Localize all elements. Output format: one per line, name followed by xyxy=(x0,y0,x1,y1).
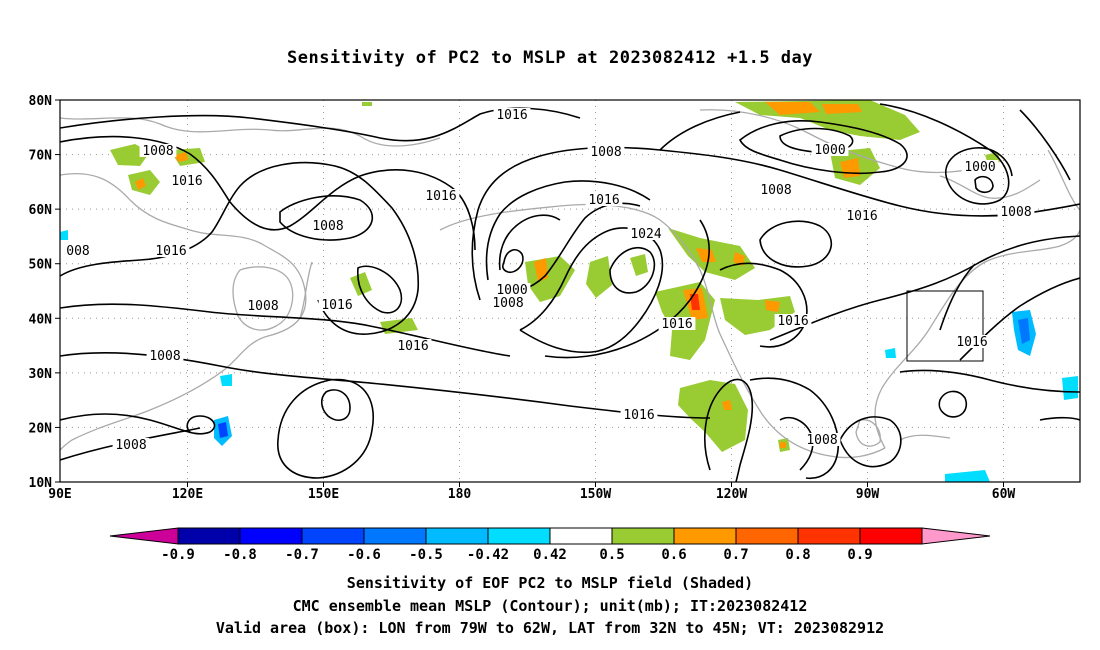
contour-label: 1008 xyxy=(247,299,278,314)
contour-label: 1016 xyxy=(397,339,428,354)
positive-sensitivity-shading xyxy=(110,100,1000,452)
lat-label: 30N xyxy=(29,367,53,382)
contour-label: 1016 xyxy=(777,314,808,329)
colorbar xyxy=(109,527,991,545)
latitude-labels: 80N 70N 60N 50N 40N 30N 20N 10N xyxy=(29,94,60,491)
longitude-labels: 90E 120E 150E 180 150W 120W 90W 60W xyxy=(48,482,1015,502)
caption-line-3: Valid area (box): LON from 79W to 62W, L… xyxy=(215,619,885,637)
lat-label: 10N xyxy=(29,476,53,491)
colorbar-box xyxy=(177,527,241,545)
contour-label: 1008 xyxy=(1000,205,1031,220)
lat-label: 70N xyxy=(29,149,53,164)
colorbar-label: 0.42 xyxy=(533,547,567,563)
contour-label: 1008 xyxy=(760,183,791,198)
colorbar-label: 0.5 xyxy=(599,547,624,563)
contour-label: 1016 xyxy=(623,408,654,423)
lat-label: 20N xyxy=(29,421,53,436)
negative-sensitivity-shading xyxy=(60,230,1078,482)
colorbar-label: 0.9 xyxy=(847,547,872,563)
lat-label: 60N xyxy=(29,203,53,218)
contour-label: 1016 xyxy=(321,298,352,313)
colorbar-label: -0.5 xyxy=(409,547,443,563)
lat-label: 40N xyxy=(29,312,53,327)
contour-label: 1016 xyxy=(496,108,527,123)
contour-label: 1016 xyxy=(661,317,692,332)
plot-caption: Sensitivity of EOF PC2 to MSLP field (Sh… xyxy=(0,572,1100,640)
caption-line-1: Sensitivity of EOF PC2 to MSLP field (Sh… xyxy=(346,574,754,592)
contour-label: 1008 xyxy=(149,349,180,364)
colorbar-label: -0.42 xyxy=(467,547,509,563)
contour-label: 1016 xyxy=(588,193,619,208)
colorbar-box xyxy=(549,527,613,545)
contour-label: 008 xyxy=(66,244,89,259)
contour-label: 1016 xyxy=(171,174,202,189)
contour-label: 1008 xyxy=(142,144,173,159)
colorbar-box xyxy=(487,527,551,545)
colorbar-label: -0.7 xyxy=(285,547,319,563)
contour-label: 1016 xyxy=(846,209,877,224)
contour-label: 1008 xyxy=(590,145,621,160)
lon-label: 60W xyxy=(992,487,1016,502)
lon-label: 120W xyxy=(716,487,747,502)
colorbar-box xyxy=(797,527,861,545)
colorbar-box xyxy=(363,527,427,545)
colorbar-label: -0.9 xyxy=(161,547,195,563)
colorbar-box xyxy=(735,527,799,545)
colorbar-label: -0.8 xyxy=(223,547,257,563)
lat-label: 80N xyxy=(29,94,53,109)
colorbar-labels: -0.9 -0.8 -0.7 -0.6 -0.5 -0.42 0.42 0.5 0.6 0.7 0.… xyxy=(161,547,873,563)
colorbar-high-arrow xyxy=(921,527,991,545)
coastlines xyxy=(60,109,1080,459)
contour-label: 1000 xyxy=(496,283,527,298)
contour-label: 1008 xyxy=(115,438,146,453)
colorbar-label: 0.7 xyxy=(723,547,748,563)
contour-label: 1016 xyxy=(425,189,456,204)
contour-label: 1008 xyxy=(492,296,523,311)
colorbar-box xyxy=(673,527,737,545)
contour-label: 1008 xyxy=(806,433,837,448)
contour-label: 1008 xyxy=(312,219,343,234)
contour-labels: 1016 1008 1016 1008 1016 008 1016 1008 1016 1016 1… xyxy=(63,108,1035,453)
lon-label: 90E xyxy=(48,487,71,502)
contour-label: 1000 xyxy=(964,160,995,175)
lon-label: 90W xyxy=(856,487,880,502)
lon-label: 150E xyxy=(308,487,339,502)
lon-label: 180 xyxy=(448,487,472,502)
colorbar-label: 0.8 xyxy=(785,547,810,563)
lon-label: 120E xyxy=(172,487,203,502)
valid-area-box xyxy=(906,290,984,362)
colorbar-box xyxy=(239,527,303,545)
contour-label: 1000 xyxy=(814,143,845,158)
colorbar-label: 0.6 xyxy=(661,547,686,563)
colorbar-low-arrow xyxy=(109,527,179,545)
plot-title: Sensitivity of PC2 to MSLP at 2023082412… xyxy=(286,48,813,68)
colorbar-label: -0.6 xyxy=(347,547,381,563)
colorbar-box xyxy=(425,527,489,545)
lat-label: 50N xyxy=(29,258,53,273)
lon-label: 150W xyxy=(580,487,611,502)
contour-label: 1016 xyxy=(155,244,186,259)
caption-line-2: CMC ensemble mean MSLP (Contour); unit(m… xyxy=(292,596,808,615)
colorbar-box xyxy=(301,527,365,545)
contour-label: 1016 xyxy=(956,335,987,350)
colorbar-box xyxy=(859,527,923,545)
contour-label: 1024 xyxy=(630,227,661,242)
colorbar-box xyxy=(611,527,675,545)
